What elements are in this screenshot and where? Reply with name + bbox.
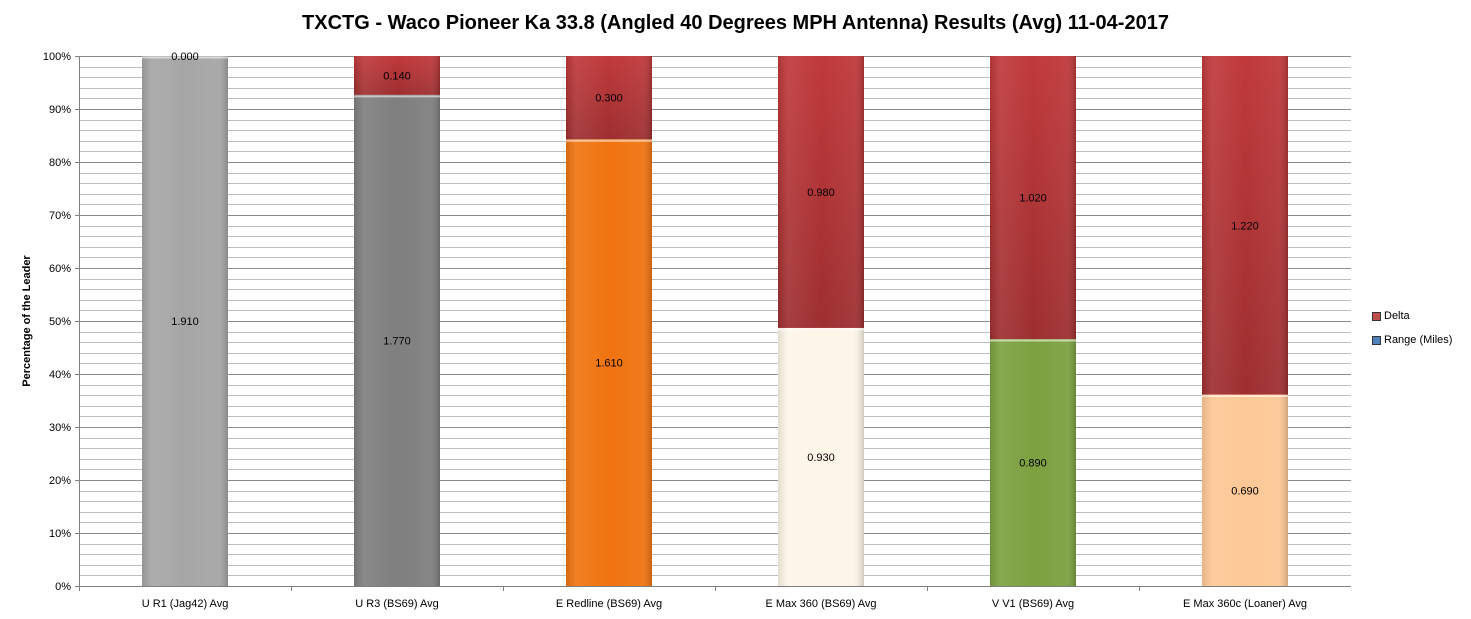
x-tick-label: E Max 360c (Loaner) Avg bbox=[1183, 598, 1307, 610]
data-label-delta: 1.220 bbox=[1231, 220, 1259, 232]
chart-title: TXCTG - Waco Pioneer Ka 33.8 (Angled 40 … bbox=[302, 12, 1169, 34]
legend: Delta Range (Miles) bbox=[1372, 310, 1452, 358]
y-tick-label: 30% bbox=[49, 422, 71, 434]
y-tick-label: 50% bbox=[49, 316, 71, 328]
data-label-delta: 0.300 bbox=[595, 93, 623, 105]
bar-range-sheen bbox=[1202, 394, 1288, 586]
data-label-delta: 0.000 bbox=[171, 51, 199, 63]
bar-delta-sheen bbox=[778, 56, 864, 328]
data-label-delta: 0.140 bbox=[383, 70, 411, 82]
bar-range-sheen bbox=[354, 94, 440, 586]
legend-item-range: Range (Miles) bbox=[1372, 334, 1452, 346]
x-tick-label: E Max 360 (BS69) Avg bbox=[765, 598, 876, 610]
bar-range-sheen bbox=[142, 56, 228, 586]
bar-range-sheen bbox=[566, 139, 652, 586]
legend-label-delta: Delta bbox=[1384, 310, 1410, 322]
bar-delta-sheen bbox=[990, 56, 1076, 340]
data-label-delta: 1.020 bbox=[1019, 193, 1047, 205]
gridlines bbox=[79, 56, 1351, 587]
bar-delta-sheen bbox=[566, 56, 652, 140]
data-label-range: 1.610 bbox=[595, 358, 623, 370]
y-tick-label: 80% bbox=[49, 157, 71, 169]
x-tick-label: E Redline (BS69) Avg bbox=[556, 598, 662, 610]
data-label-range: 0.930 bbox=[807, 452, 835, 464]
data-label-range: 0.690 bbox=[1231, 485, 1259, 497]
y-tick-label: 20% bbox=[49, 475, 71, 487]
x-tick-label: V V1 (BS69) Avg bbox=[992, 598, 1074, 610]
bar-range-sheen bbox=[778, 327, 864, 586]
x-tick-label: U R1 (Jag42) Avg bbox=[142, 598, 229, 610]
data-label-range: 1.770 bbox=[383, 335, 411, 347]
axes: 0% 10% 20% 30% 40% 50% 60% 70% 80% 90% 100% U R1 (J… bbox=[43, 51, 1351, 610]
y-tick-label: 40% bbox=[49, 369, 71, 381]
x-tick-label: U R3 (BS69) Avg bbox=[355, 598, 439, 610]
data-label-delta: 0.980 bbox=[807, 187, 835, 199]
legend-swatch-range bbox=[1372, 335, 1381, 345]
data-label-range: 0.890 bbox=[1019, 458, 1047, 470]
legend-label-range: Range (Miles) bbox=[1384, 334, 1453, 346]
data-labels: 1.910 0.000 1.770 0.140 1.610 0.300 0.930 0.980… bbox=[171, 51, 1259, 497]
bars bbox=[142, 56, 1288, 586]
y-tick-label: 100% bbox=[43, 51, 71, 63]
bar-delta-sheen bbox=[1202, 56, 1288, 395]
y-tick-label: 90% bbox=[49, 104, 71, 116]
bar-delta-sheen bbox=[354, 56, 440, 95]
y-tick-label: 60% bbox=[49, 263, 71, 275]
y-tick-label: 0% bbox=[55, 581, 71, 593]
legend-swatch-delta bbox=[1372, 311, 1381, 321]
y-tick-label: 70% bbox=[49, 210, 71, 222]
data-label-range: 1.910 bbox=[171, 316, 199, 328]
bar-range-sheen bbox=[990, 339, 1076, 586]
y-tick-label: 10% bbox=[49, 528, 71, 540]
legend-item-delta: Delta bbox=[1372, 310, 1452, 322]
